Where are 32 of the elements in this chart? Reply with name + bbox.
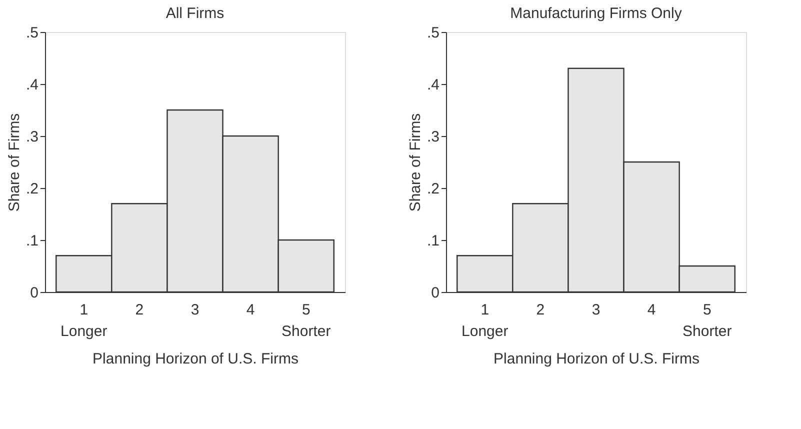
y-tick-label: .4 (426, 76, 440, 94)
y-tick-label: 0 (30, 284, 38, 302)
y-tick-label: .5 (26, 24, 38, 42)
x-tick-label: 4 (647, 302, 656, 318)
y-tick-label: .5 (426, 24, 440, 42)
y-tick-label: .2 (426, 180, 440, 198)
x-tick-label: 2 (135, 302, 144, 318)
x-tick-label: 1 (480, 302, 490, 318)
x-tick-label: 3 (190, 302, 200, 318)
x-tick-label: 1 (80, 302, 88, 318)
x-tick-label: 4 (246, 302, 255, 318)
y-tick-label: .3 (26, 128, 38, 146)
text: Longer (60, 323, 108, 340)
chart-title: Manufacturing Firms Only (510, 5, 682, 22)
x-tick-label: 2 (536, 302, 545, 318)
text: Longer (462, 323, 508, 340)
y-tick-label: .1 (426, 232, 440, 250)
x-axis-title: Planning Horizon of U.S. Firms (92, 350, 298, 368)
y-axis-title: Share of Firms (6, 113, 23, 212)
text: Shorter (282, 323, 331, 340)
y-tick-label: .1 (26, 232, 38, 250)
text: Shorter (682, 323, 732, 340)
y-tick-label: .3 (426, 128, 440, 146)
y-tick-label: .4 (26, 76, 38, 94)
x-axis-title: Planning Horizon of U.S. Firms (494, 350, 700, 368)
y-tick-label: 0 (431, 284, 440, 302)
chart-title: All Firms (166, 5, 224, 22)
y-axis-title: Share of Firms (406, 113, 424, 212)
x-tick-label: 5 (302, 302, 310, 318)
y-tick-label: .2 (26, 180, 38, 198)
x-tick-label: 5 (702, 302, 712, 318)
x-tick-label: 3 (592, 302, 600, 318)
